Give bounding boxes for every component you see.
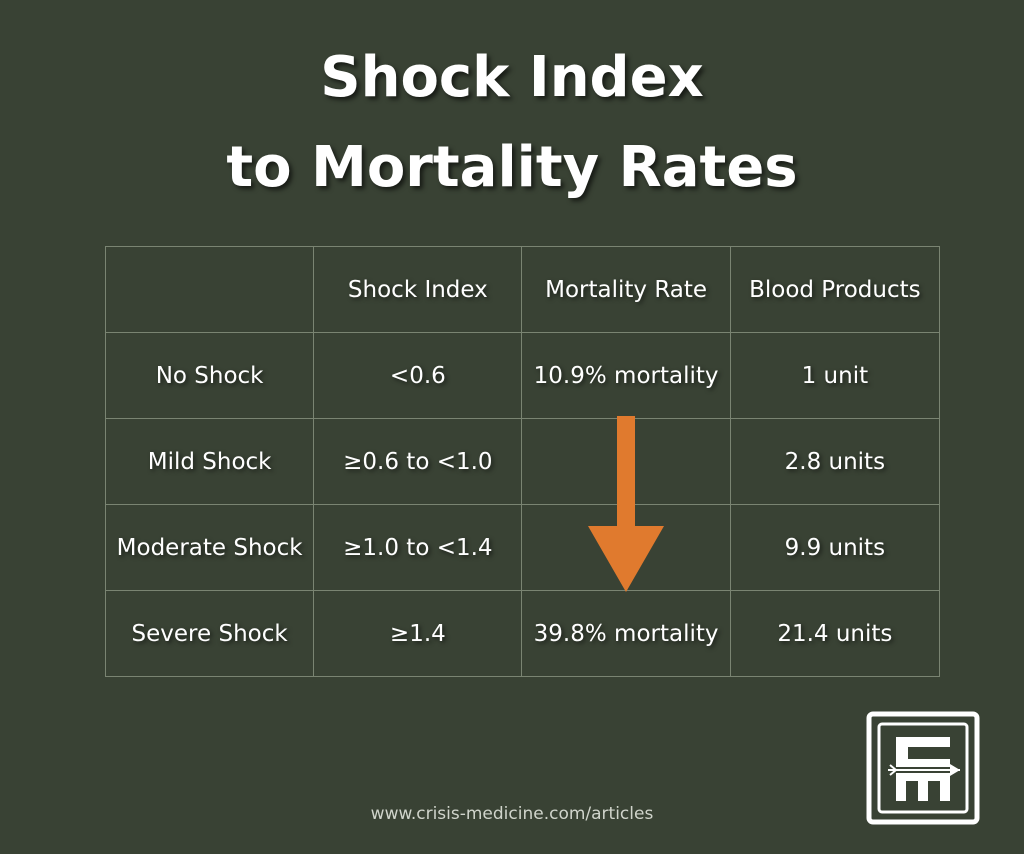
category-cell: Severe Shock [104,590,315,677]
shock-index-cell: ≥1.0 to <1.4 [313,504,523,591]
blood-products-cell: 2.8 units [729,418,941,505]
blood-products-cell: 1 unit [729,332,941,419]
table-header-cell: Shock Index [313,246,523,333]
shock-index-cell: ≥1.4 [313,590,523,677]
page-title-line-2: to Mortality Rates [226,135,798,200]
mortality-cell: 10.9% mortality [521,332,731,419]
category-cell: Moderate Shock [104,504,315,591]
table-row: Moderate Shock ≥1.0 to <1.4 9.9 units [104,504,941,591]
table-row: No Shock <0.6 10.9% mortality 1 unit [104,332,941,419]
table-row: Severe Shock ≥1.4 39.8% mortality 21.4 u… [104,590,941,677]
shock-index-table: Shock Index Mortality Rate Blood Product… [104,246,941,677]
page-title-line-1: Shock Index [320,45,704,110]
table-header-cell: Mortality Rate [521,246,731,333]
table-header-cell: Blood Products [729,246,941,333]
category-cell: No Shock [104,332,315,419]
table-row: Mild Shock ≥0.6 to <1.0 2.8 units [104,418,941,505]
category-cell: Mild Shock [104,418,315,505]
shock-index-cell: <0.6 [313,332,523,419]
mortality-cell: 39.8% mortality [521,590,731,677]
shock-index-cell: ≥0.6 to <1.0 [313,418,523,505]
table-header-cell [104,246,315,333]
blood-products-cell: 21.4 units [729,590,941,677]
footer-link[interactable]: www.crisis-medicine.com/articles [370,804,654,824]
table-header-row: Shock Index Mortality Rate Blood Product… [104,246,941,333]
down-arrow-icon [588,416,664,592]
blood-products-cell: 9.9 units [729,504,941,591]
crisis-medicine-logo [866,711,980,825]
